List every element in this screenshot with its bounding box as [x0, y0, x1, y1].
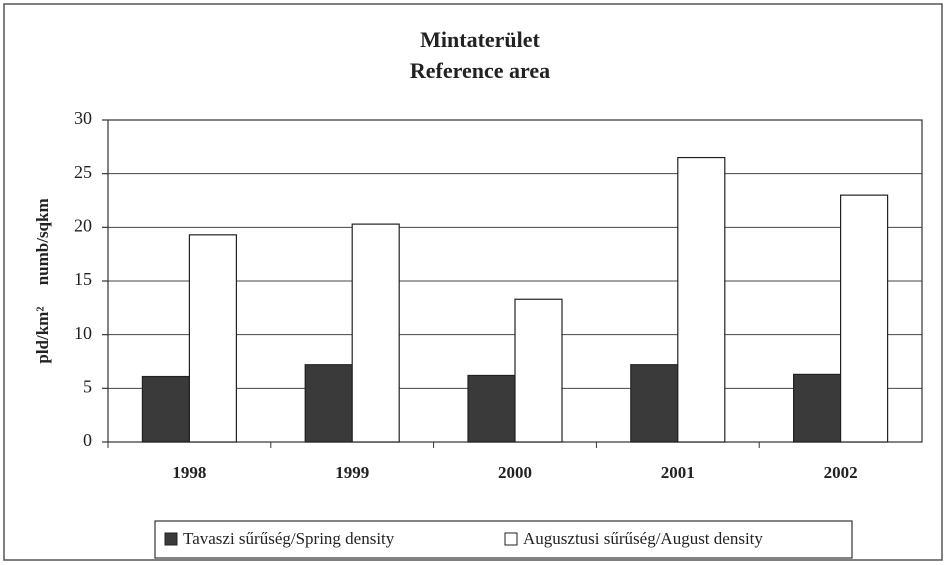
x-tick-label: 1998 — [172, 463, 206, 482]
x-tick-label: 2002 — [824, 463, 858, 482]
x-tick-label: 2001 — [661, 463, 695, 482]
y-tick-label: 0 — [83, 430, 92, 450]
bar — [141, 375, 190, 443]
y-tick-label: 30 — [74, 108, 92, 128]
legend-label: Tavaszi sűrűség/Spring density — [183, 529, 395, 548]
bar — [351, 223, 400, 443]
legend-swatch — [504, 532, 518, 546]
bar — [630, 364, 679, 443]
bar — [467, 374, 516, 443]
legend-box — [154, 520, 853, 559]
bar — [792, 373, 842, 443]
chart-border — [3, 3, 943, 561]
bar — [304, 364, 353, 443]
bar — [188, 234, 237, 443]
x-tick-label: 1999 — [335, 463, 369, 482]
y-tick-label: 5 — [83, 376, 92, 396]
chart-subtitle: Reference area — [410, 58, 550, 83]
y-tick-label: 20 — [74, 215, 92, 235]
bar — [839, 194, 889, 443]
y-tick-label: 10 — [74, 323, 92, 343]
y-tick-label: 15 — [74, 269, 92, 289]
bar — [677, 156, 726, 443]
x-tick-label: 2000 — [498, 463, 532, 482]
bar — [514, 298, 563, 443]
legend-swatch — [164, 532, 178, 546]
legend-label: Augusztusi sűrűség/August density — [523, 529, 763, 548]
y-axis-label: pld/km² numb/sqkm — [33, 198, 52, 363]
y-tick-label: 25 — [74, 162, 92, 182]
chart-title: Mintaterület — [420, 27, 540, 52]
